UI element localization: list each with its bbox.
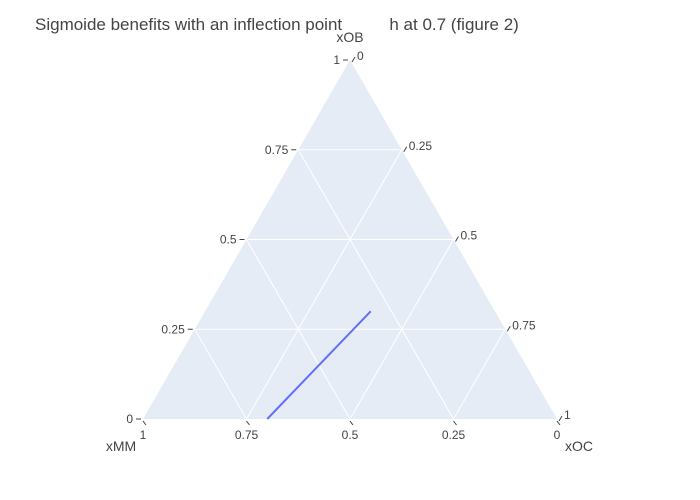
- tick-mark-b: [453, 420, 457, 426]
- axis-title-c: xOC: [565, 438, 593, 454]
- tick-label-c: 1: [564, 408, 571, 422]
- plot-area: 00.250.50.75100.250.50.75100.250.50.751x…: [106, 29, 593, 454]
- tick-label-c: 0: [357, 49, 364, 63]
- tick-label-a: 0.5: [220, 233, 237, 247]
- gridline-c: [453, 329, 506, 420]
- tick-label-a: 0.25: [161, 322, 185, 336]
- tick-label-a: 1: [333, 53, 340, 67]
- axis-title-b: xMM: [106, 438, 136, 454]
- tick-label-a: 0: [126, 412, 133, 426]
- tick-mark-c: [506, 325, 511, 332]
- tick-mark-b: [556, 420, 561, 426]
- tick-label-b: 0.25: [442, 428, 466, 442]
- gridline-c: [246, 149, 403, 420]
- gridline-b: [297, 149, 454, 420]
- tick-label-b: 0.5: [342, 428, 359, 442]
- tick-label-c: 0.5: [461, 229, 478, 243]
- tick-mark-c: [558, 415, 563, 422]
- tick-label-c: 0.75: [512, 318, 536, 332]
- tick-mark-c: [455, 236, 459, 242]
- axis-title-a: xOB: [336, 29, 363, 45]
- tick-label-a: 0.75: [265, 143, 289, 157]
- tick-label-b: 1: [140, 428, 147, 442]
- tick-mark-b: [142, 420, 147, 426]
- tick-mark-c: [403, 146, 408, 153]
- gridline-b: [194, 329, 247, 420]
- gridline-b: [246, 239, 351, 420]
- tick-label-b: 0.75: [235, 428, 259, 442]
- series-line: [266, 310, 372, 420]
- chart-title: Sigmoide benefits with an inflection poi…: [35, 15, 519, 34]
- gridline-c: [349, 239, 454, 420]
- tick-label-b: 0: [554, 428, 561, 442]
- tick-label-c: 0.25: [409, 139, 433, 153]
- tick-mark-b: [246, 420, 250, 426]
- tick-mark-c: [351, 56, 356, 63]
- tick-mark-b: [349, 420, 354, 426]
